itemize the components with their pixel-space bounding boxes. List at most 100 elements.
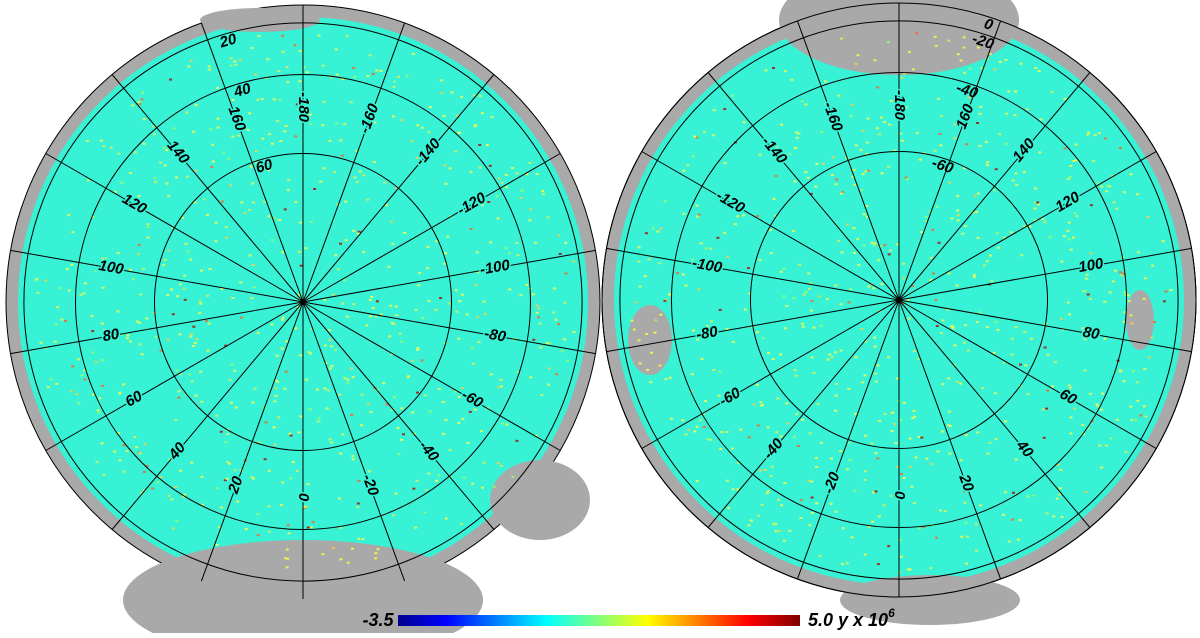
- noise-pixel: [866, 117, 870, 120]
- noise-pixel: [1127, 300, 1131, 303]
- noise-pixel: [119, 333, 123, 336]
- noise-pixel: [219, 506, 223, 509]
- noise-pixel: [322, 100, 326, 103]
- noise-pixel: [986, 161, 990, 164]
- noise-pixel: [334, 254, 338, 257]
- noise-pixel: [427, 299, 431, 302]
- noise-pixel: [840, 251, 844, 254]
- noise-pixel: [638, 362, 642, 365]
- noise-pixel: [725, 479, 729, 482]
- noise-pixel: [163, 164, 167, 167]
- noise-pixel: [902, 401, 906, 404]
- noise-pixel: [183, 493, 187, 496]
- noise-pixel: [1004, 420, 1008, 423]
- noise-pixel: [821, 162, 825, 165]
- noise-pixel: [962, 167, 966, 170]
- noise-pixel: [804, 171, 808, 174]
- noise-pixel: [964, 225, 967, 228]
- noise-pixel: [933, 35, 937, 38]
- colorbar-min-label: -3.5: [362, 610, 394, 630]
- noise-pixel: [802, 293, 806, 296]
- noise-pixel: [1089, 204, 1093, 207]
- noise-pixel: [1089, 252, 1093, 255]
- noise-pixel: [563, 301, 567, 304]
- noise-pixel: [771, 443, 775, 446]
- noise-pixel: [769, 252, 773, 255]
- noise-pixel: [252, 286, 256, 289]
- noise-pixel: [1101, 392, 1105, 395]
- noise-pixel: [913, 415, 917, 418]
- noise-pixel: [834, 510, 838, 513]
- noise-pixel: [769, 229, 772, 232]
- noise-pixel: [397, 453, 401, 456]
- noise-pixel: [229, 401, 233, 404]
- noise-pixel: [780, 504, 783, 507]
- noise-pixel: [487, 264, 491, 267]
- noise-pixel: [407, 375, 411, 378]
- noise-pixel: [895, 377, 899, 380]
- noise-pixel: [654, 319, 658, 322]
- noise-pixel: [947, 39, 951, 42]
- noise-pixel: [135, 446, 139, 449]
- noise-pixel: [264, 421, 268, 424]
- noise-pixel: [852, 227, 856, 230]
- colorbar-exponent: 6: [888, 606, 895, 620]
- noise-pixel: [799, 499, 803, 502]
- noise-pixel: [142, 489, 146, 492]
- noise-pixel: [454, 289, 458, 292]
- noise-pixel: [285, 566, 289, 569]
- noise-pixel: [1123, 311, 1127, 314]
- noise-pixel: [277, 70, 281, 72]
- noise-pixel: [547, 383, 551, 386]
- latitude-label: -20: [970, 30, 996, 53]
- noise-pixel: [225, 477, 229, 480]
- noise-pixel: [702, 131, 706, 134]
- noise-pixel: [941, 319, 945, 322]
- noise-pixel: [339, 242, 342, 245]
- noise-pixel: [174, 419, 178, 422]
- noise-pixel: [102, 473, 106, 476]
- noise-pixel: [175, 176, 179, 179]
- noise-pixel: [453, 390, 457, 393]
- noise-pixel: [189, 333, 193, 336]
- noise-pixel: [1135, 381, 1139, 384]
- noise-pixel: [810, 511, 814, 514]
- noise-pixel: [911, 68, 915, 71]
- noise-pixel: [481, 112, 484, 115]
- noise-pixel: [784, 327, 787, 330]
- noise-pixel: [346, 378, 350, 381]
- noise-pixel: [935, 205, 939, 208]
- noise-pixel: [487, 201, 491, 203]
- noise-pixel: [427, 472, 431, 475]
- noise-pixel: [891, 411, 895, 414]
- noise-pixel: [1042, 436, 1046, 439]
- noise-pixel: [1122, 380, 1126, 383]
- meridian: [898, 247, 1192, 301]
- noise-pixel: [389, 304, 393, 307]
- noise-pixel: [298, 50, 302, 53]
- noise-pixel: [1072, 160, 1076, 162]
- noise-pixel: [752, 403, 756, 406]
- noise-pixel: [899, 419, 903, 422]
- noise-pixel: [667, 293, 671, 296]
- noise-pixel: [341, 78, 345, 81]
- noise-pixel: [940, 332, 943, 335]
- noise-pixel: [774, 522, 778, 525]
- noise-pixel: [307, 351, 311, 353]
- meridian: [898, 20, 1002, 301]
- noise-pixel: [877, 133, 881, 136]
- noise-pixel: [496, 217, 500, 220]
- latitude-label: 20: [217, 30, 239, 51]
- noise-pixel: [170, 498, 174, 501]
- noise-pixel: [238, 59, 242, 62]
- meridian: [898, 299, 1192, 353]
- noise-pixel: [839, 450, 843, 453]
- noise-pixel: [873, 345, 877, 348]
- noise-pixel: [202, 198, 206, 201]
- noise-pixel: [901, 262, 905, 265]
- noise-pixel: [806, 176, 810, 179]
- noise-pixel: [638, 285, 642, 288]
- noise-pixel: [834, 183, 838, 186]
- noise-pixel: [966, 349, 970, 352]
- noise-pixel: [400, 439, 403, 441]
